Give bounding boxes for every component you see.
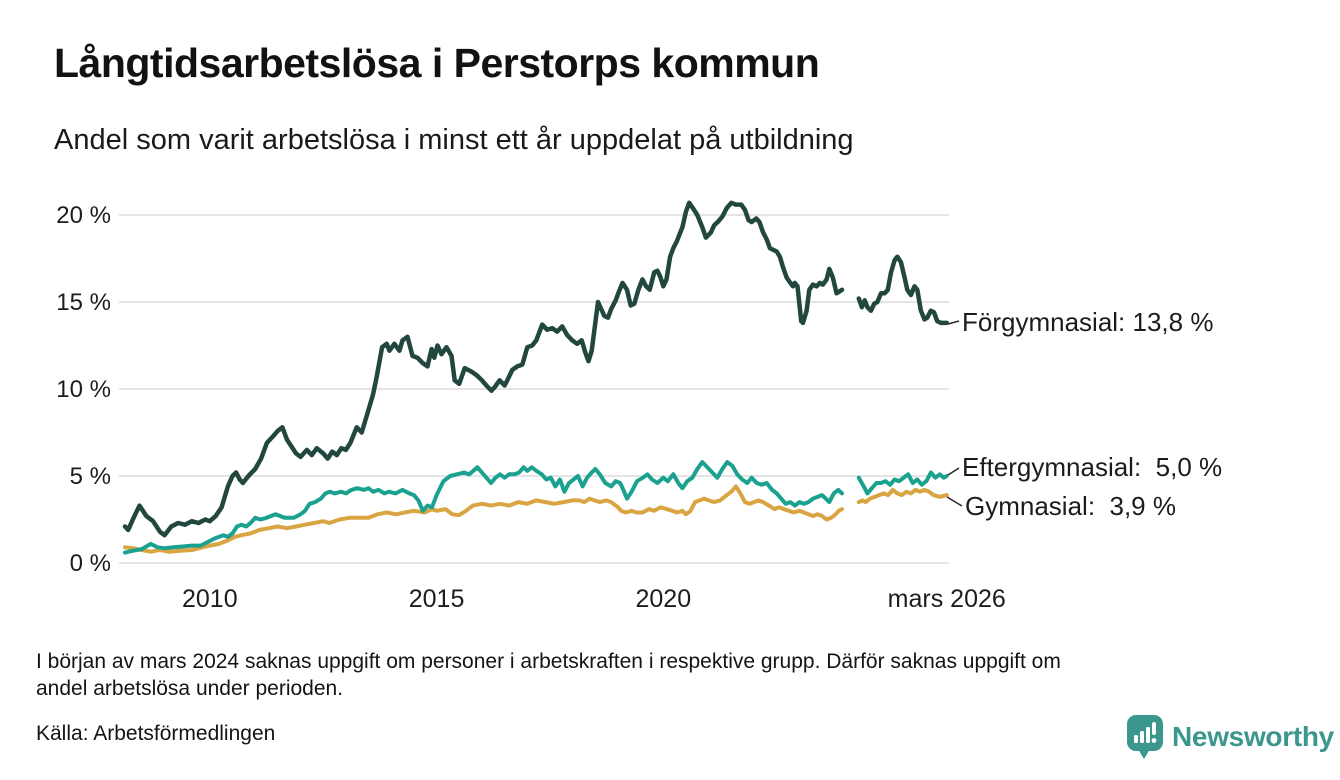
chart-subtitle: Andel som varit arbetslösa i minst ett å…: [54, 124, 854, 156]
footnote-line-2: andel arbetslösa under perioden.: [36, 677, 344, 700]
label-connector-eftergymnasial: [947, 467, 960, 476]
label-connector-gymnasial: [946, 496, 963, 507]
series-line-förgymnasial: [122, 200, 845, 538]
series-line-eftergymnasial: [123, 460, 844, 555]
x-axis-tick-label: 2010: [182, 585, 238, 613]
newsworthy-logo-text: Newsworthy: [1172, 721, 1334, 752]
series-end-label-gymnasial: Gymnasial: 3,9 %: [965, 491, 1176, 521]
y-axis-tick-label: 20 %: [56, 202, 111, 229]
footnote-line-1: I början av mars 2024 saknas uppgift om …: [36, 650, 1061, 673]
y-axis-tick-label: 10 %: [56, 376, 111, 403]
series-end-label-eftergymnasial: Eftergymnasial: 5,0 %: [962, 452, 1223, 482]
source-note: Källa: Arbetsförmedlingen: [36, 722, 276, 745]
series-end-label-forgymnasial: Förgymnasial: 13,8 %: [962, 307, 1214, 337]
series-line-gymnasial: [856, 487, 949, 505]
page-title: Långtidsarbetslösa i Perstorps kommun: [54, 40, 820, 86]
y-axis-tick-label: 15 %: [56, 289, 111, 316]
x-axis-tick-label: 2020: [635, 585, 691, 613]
series-line-förgymnasial: [856, 254, 949, 326]
y-axis-tick-label: 5 %: [70, 463, 111, 490]
y-axis-tick-label: 0 %: [70, 550, 111, 577]
x-axis-tick-label: 2015: [409, 585, 465, 613]
newsworthy-logo: Newsworthy: [1126, 714, 1334, 760]
footnote: I början av mars 2024 saknas uppgift om …: [36, 648, 1061, 702]
label-connector-förgymnasial: [947, 320, 960, 325]
series-line-eftergymnasial: [856, 470, 949, 496]
newsworthy-logo-icon: [1127, 715, 1163, 759]
x-axis-tick-label: mars 2026: [888, 585, 1006, 613]
series-line-gymnasial: [123, 484, 844, 554]
